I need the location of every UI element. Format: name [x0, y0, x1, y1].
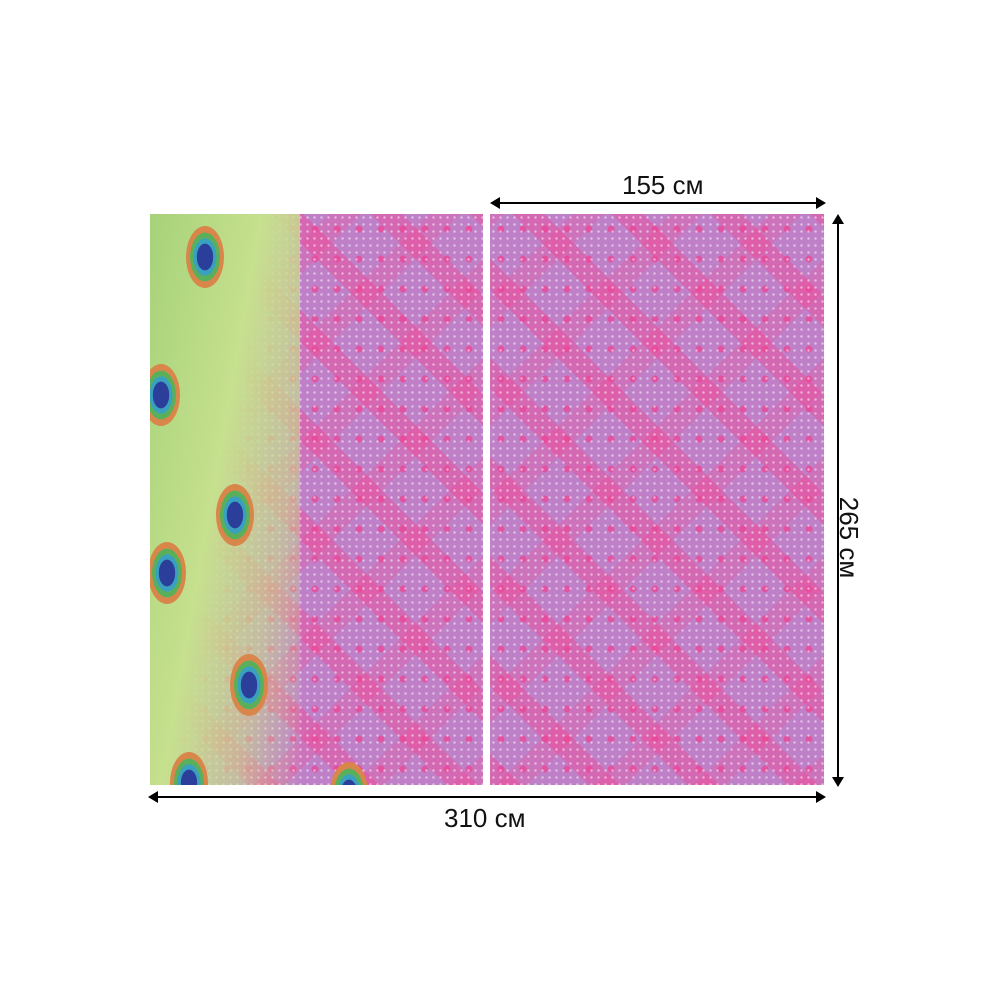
feather-eye [330, 762, 368, 785]
feather-eye [216, 484, 254, 546]
right-curtain-panel [490, 214, 824, 785]
panel-width-label: 155 см [622, 170, 704, 200]
height-label: 265 см [834, 496, 865, 579]
left-curtain-panel [150, 214, 483, 785]
feather-eye [150, 542, 186, 604]
feather-eye [186, 226, 224, 288]
total-width-label: 310 см [444, 803, 526, 833]
panel-width-arrow [490, 197, 826, 209]
total-width-arrow [148, 791, 826, 803]
feather-eye [150, 364, 180, 426]
height-arrow [832, 214, 844, 787]
feather-eye [230, 654, 268, 716]
